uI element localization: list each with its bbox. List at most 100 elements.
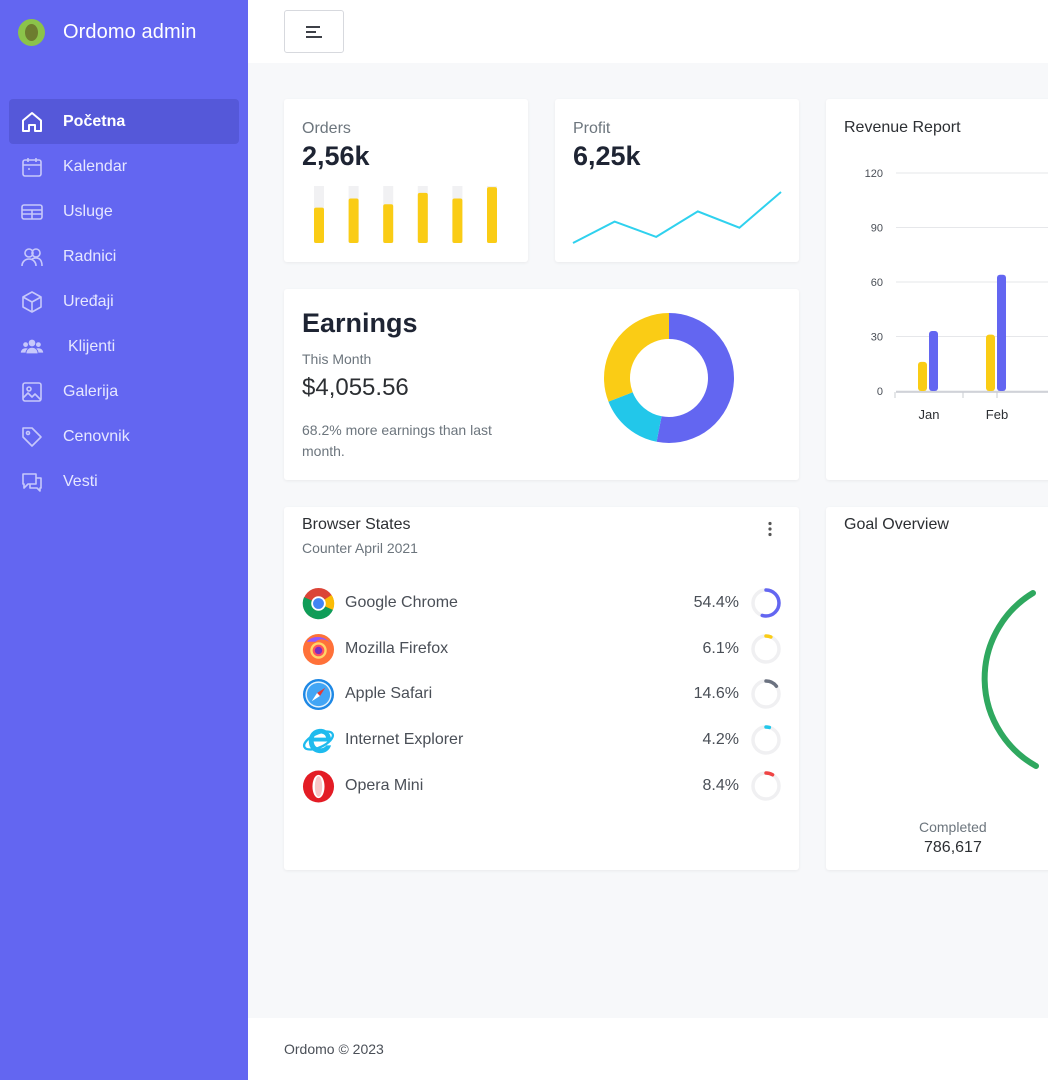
sidebar-item-usluge[interactable]: Usluge xyxy=(9,189,239,234)
safari-icon xyxy=(302,678,335,710)
browser-states-subtitle: Counter April 2021 xyxy=(302,540,418,556)
sidebar-item-label: Radnici xyxy=(63,247,117,265)
profit-line-sparkline xyxy=(572,191,782,244)
revenue-bar xyxy=(997,274,1006,391)
browser-name: Google Chrome xyxy=(345,594,458,611)
footer: Ordomo © 2023 xyxy=(248,1018,1048,1080)
sidebar-item-uredjaji[interactable]: Uređaji xyxy=(9,279,239,324)
revenue-y-tick: 90 xyxy=(871,223,883,235)
brand-name: Ordomo admin xyxy=(63,20,197,43)
menu-icon xyxy=(306,25,322,38)
sidebar-item-label: Klijenti xyxy=(68,337,116,355)
revenue-report-card: Revenue Report 120 90 60 30 0 Jan Feb xyxy=(826,99,1048,480)
goal-overview-card: Goal Overview Completed 786,617 xyxy=(826,507,1048,870)
browser-ring-fill xyxy=(751,679,781,709)
news-chat-icon xyxy=(20,470,44,494)
orders-bar xyxy=(348,198,359,243)
browser-share-ring xyxy=(751,771,781,801)
earnings-card: Earnings This Month $4,055.56 68.2% more… xyxy=(284,289,799,480)
browser-percent: 54.4% xyxy=(693,594,739,611)
profit-line xyxy=(572,191,782,244)
sidebar-item-kalendar[interactable]: Kalendar xyxy=(9,144,239,189)
earnings-subtitle: This Month xyxy=(302,351,372,367)
orders-bar xyxy=(417,192,428,243)
sidebar-item-galerija[interactable]: Galerija xyxy=(9,369,239,414)
orders-bar xyxy=(487,187,497,243)
profit-card: Profit 6,25k xyxy=(555,99,799,262)
earnings-title: Earnings xyxy=(302,308,418,338)
earnings-donut-chart xyxy=(604,313,734,443)
browser-row-chrome: Google Chrome 54.4% xyxy=(302,586,782,620)
browser-percent: 6.1% xyxy=(702,640,739,657)
browser-row-firefox: Mozilla Firefox 6.1% xyxy=(302,632,782,666)
sidebar-item-label: Kalendar xyxy=(63,157,128,175)
browser-name: Mozilla Firefox xyxy=(345,640,449,657)
orders-bar xyxy=(452,198,463,243)
browser-name: Opera Mini xyxy=(345,777,424,794)
browser-share-ring xyxy=(751,679,781,709)
sidebar-item-cenovnik[interactable]: Cenovnik xyxy=(9,414,239,459)
revenue-bar xyxy=(918,361,927,391)
browser-share-ring xyxy=(751,588,781,618)
revenue-bar xyxy=(986,334,995,391)
revenue-x-tick: Jan xyxy=(919,407,940,422)
browser-row-opera: Opera Mini 8.4% xyxy=(302,769,782,803)
sidebar-item-klijenti[interactable]: Klijenti xyxy=(9,324,239,369)
ie-icon xyxy=(302,728,335,753)
browser-name: Apple Safari xyxy=(345,685,433,702)
sidebar-item-label: Galerija xyxy=(63,382,119,400)
revenue-y-tick: 60 xyxy=(871,277,883,289)
earnings-note: 68.2% more earnings than last month. xyxy=(302,422,492,459)
goal-title: Goal Overview xyxy=(844,516,949,533)
earnings-amount: $4,055.56 xyxy=(302,374,409,401)
sidebar-item-vesti[interactable]: Vesti xyxy=(9,459,239,504)
services-icon xyxy=(20,200,44,224)
browser-percent: 8.4% xyxy=(702,777,739,794)
earnings-donut-segment xyxy=(604,313,734,443)
browser-row-ie: Internet Explorer 4.2% xyxy=(302,723,782,757)
sidebar-item-label: Cenovnik xyxy=(63,427,130,445)
browser-ring-fill xyxy=(751,634,781,664)
revenue-y-tick: 30 xyxy=(871,332,883,344)
price-tag-icon xyxy=(20,425,44,449)
browser-share-ring xyxy=(751,634,781,664)
orders-label: Orders xyxy=(302,120,351,137)
sidebar-item-label: Uređaji xyxy=(63,292,114,310)
sidebar: Ordomo admin Početna Kalendar Usluge Rad… xyxy=(0,0,248,1080)
sidebar-item-pocetna[interactable]: Početna xyxy=(9,99,239,144)
goal-completed-value: 786,617 xyxy=(924,839,982,856)
revenue-x-tick: Feb xyxy=(986,407,1008,422)
browser-ring-fill xyxy=(751,725,781,755)
brand-logo-icon xyxy=(18,18,45,46)
orders-bar xyxy=(383,204,394,243)
menu-toggle-button[interactable] xyxy=(284,10,344,53)
home-icon xyxy=(20,110,44,134)
sidebar-item-label: Usluge xyxy=(63,202,113,220)
revenue-title: Revenue Report xyxy=(844,119,961,136)
brand[interactable]: Ordomo admin xyxy=(18,17,196,47)
firefox-icon xyxy=(302,633,335,665)
topbar xyxy=(248,0,1048,63)
browser-ring-track xyxy=(751,725,781,755)
gallery-icon xyxy=(20,380,44,404)
browser-ring-fill xyxy=(751,771,781,801)
browser-states-title: Browser States xyxy=(302,516,411,533)
orders-bar-sparkline xyxy=(314,186,497,243)
orders-value: 2,56k xyxy=(302,141,370,171)
sidebar-item-label: Početna xyxy=(63,112,126,130)
sidebar-item-label: Vesti xyxy=(63,472,98,490)
goal-completed-label: Completed xyxy=(919,819,987,835)
revenue-bar xyxy=(929,331,938,391)
browser-percent: 14.6% xyxy=(693,685,739,702)
footer-copyright: Ordomo © 2023 xyxy=(284,1041,384,1057)
sidebar-item-radnici[interactable]: Radnici xyxy=(9,234,239,279)
workers-icon xyxy=(20,245,44,269)
more-vertical-icon[interactable] xyxy=(766,521,774,537)
browser-percent: 4.2% xyxy=(702,731,739,748)
browser-ring-fill xyxy=(751,588,781,618)
device-box-icon xyxy=(20,290,44,314)
chrome-icon xyxy=(302,587,335,619)
revenue-bar-chart: 120 90 60 30 0 Jan Feb xyxy=(865,168,1048,422)
browser-ring-track xyxy=(751,634,781,664)
sidebar-nav: Početna Kalendar Usluge Radnici Uređaji xyxy=(9,99,239,504)
